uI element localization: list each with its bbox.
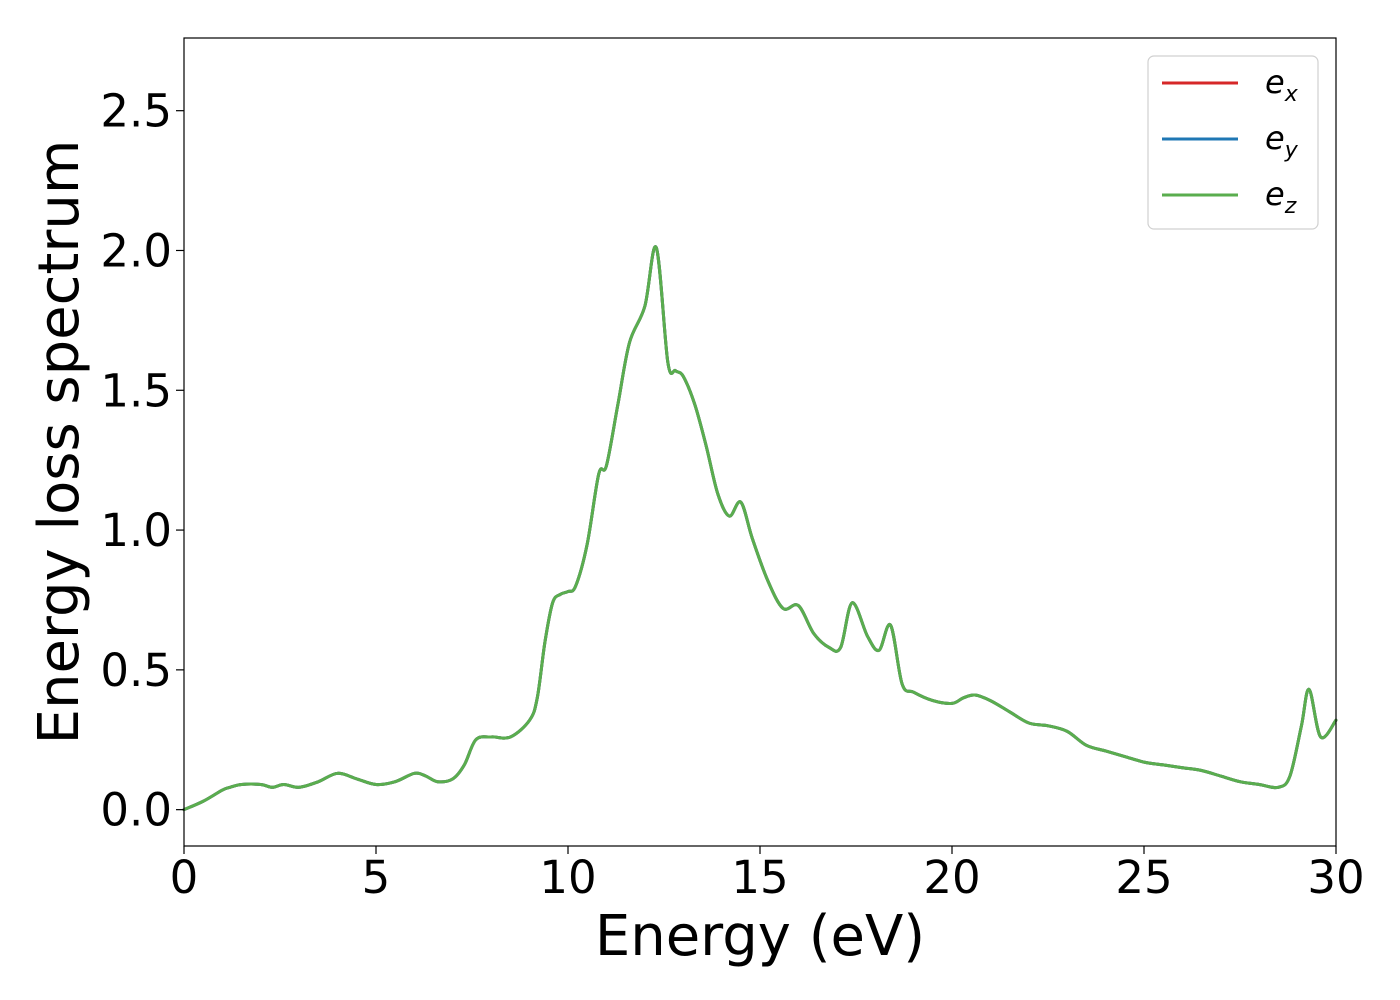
x-tick-label: 15: [731, 851, 788, 904]
x-tick-label: 10: [539, 851, 596, 904]
legend: ex ey ez: [1147, 55, 1319, 230]
series-layer: [182, 245, 1338, 812]
legend-label-ex: ex: [1265, 63, 1299, 107]
y-tick-label: 2.5: [100, 85, 172, 138]
x-tick-label: 25: [1115, 851, 1172, 904]
x-tick-label: 30: [1307, 851, 1364, 904]
y-tick-label: 1.5: [100, 364, 172, 417]
legend-label-ez: ez: [1265, 175, 1297, 219]
legend-box: [1147, 55, 1319, 230]
x-axis: 0 5 10 15 20 25 30: [170, 846, 1365, 904]
x-tick-label: 0: [170, 851, 199, 904]
y-tick-label: 1.0: [100, 504, 172, 557]
y-axis: 0.0 0.5 1.0 1.5 2.0 2.5: [100, 85, 184, 837]
y-tick-label: 2.0: [100, 224, 172, 277]
series-line-e-z: [182, 245, 1338, 812]
y-tick-label: 0.0: [100, 784, 172, 837]
x-tick-label: 5: [362, 851, 391, 904]
x-tick-label: 20: [923, 851, 980, 904]
plot-area: [184, 38, 1336, 846]
x-axis-title: Energy (eV): [595, 904, 925, 969]
y-axis-title: Energy loss spectrum: [27, 140, 92, 745]
legend-label-ey: ey: [1265, 119, 1299, 163]
y-tick-label: 0.5: [100, 644, 172, 697]
